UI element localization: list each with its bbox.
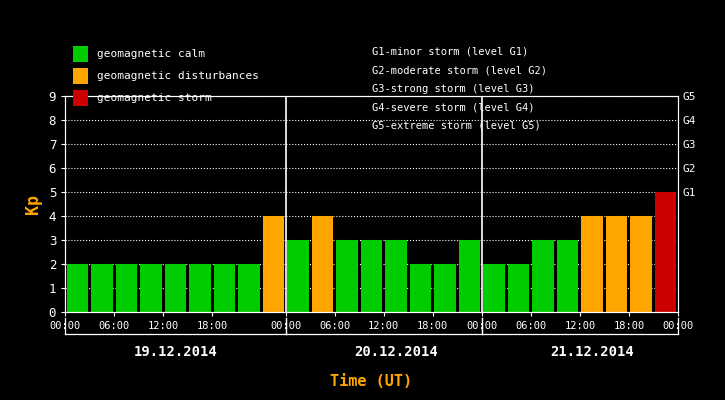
Bar <box>140 264 162 312</box>
Text: G1-minor storm (level G1): G1-minor storm (level G1) <box>371 47 528 57</box>
Bar <box>91 264 113 312</box>
Bar <box>385 240 407 312</box>
Bar <box>557 240 579 312</box>
Bar <box>606 216 627 312</box>
Text: G2-moderate storm (level G2): G2-moderate storm (level G2) <box>371 66 547 76</box>
Text: G5-extreme storm (level G5): G5-extreme storm (level G5) <box>371 121 540 130</box>
Bar <box>287 240 309 312</box>
Bar <box>165 264 186 312</box>
Text: geomagnetic disturbances: geomagnetic disturbances <box>97 71 259 81</box>
Bar <box>262 216 284 312</box>
Bar <box>484 264 505 312</box>
Bar <box>532 240 554 312</box>
Text: G4-severe storm (level G4): G4-severe storm (level G4) <box>371 102 534 112</box>
Bar <box>312 216 334 312</box>
Bar <box>434 264 456 312</box>
Bar <box>67 264 88 312</box>
Text: G3-strong storm (level G3): G3-strong storm (level G3) <box>371 84 534 94</box>
Bar <box>459 240 481 312</box>
Bar <box>630 216 652 312</box>
Bar <box>189 264 211 312</box>
Bar <box>361 240 382 312</box>
Text: 20.12.2014: 20.12.2014 <box>355 345 438 359</box>
Text: Time (UT): Time (UT) <box>331 374 413 390</box>
Text: 19.12.2014: 19.12.2014 <box>133 345 218 359</box>
Text: geomagnetic calm: geomagnetic calm <box>97 49 205 59</box>
Text: 21.12.2014: 21.12.2014 <box>550 345 634 359</box>
Bar <box>116 264 137 312</box>
Bar <box>410 264 431 312</box>
Bar <box>336 240 358 312</box>
Bar <box>507 264 529 312</box>
Bar <box>239 264 260 312</box>
Bar <box>581 216 603 312</box>
Y-axis label: Kp: Kp <box>24 194 42 214</box>
Bar <box>655 192 676 312</box>
Text: geomagnetic storm: geomagnetic storm <box>97 93 212 103</box>
Bar <box>214 264 236 312</box>
